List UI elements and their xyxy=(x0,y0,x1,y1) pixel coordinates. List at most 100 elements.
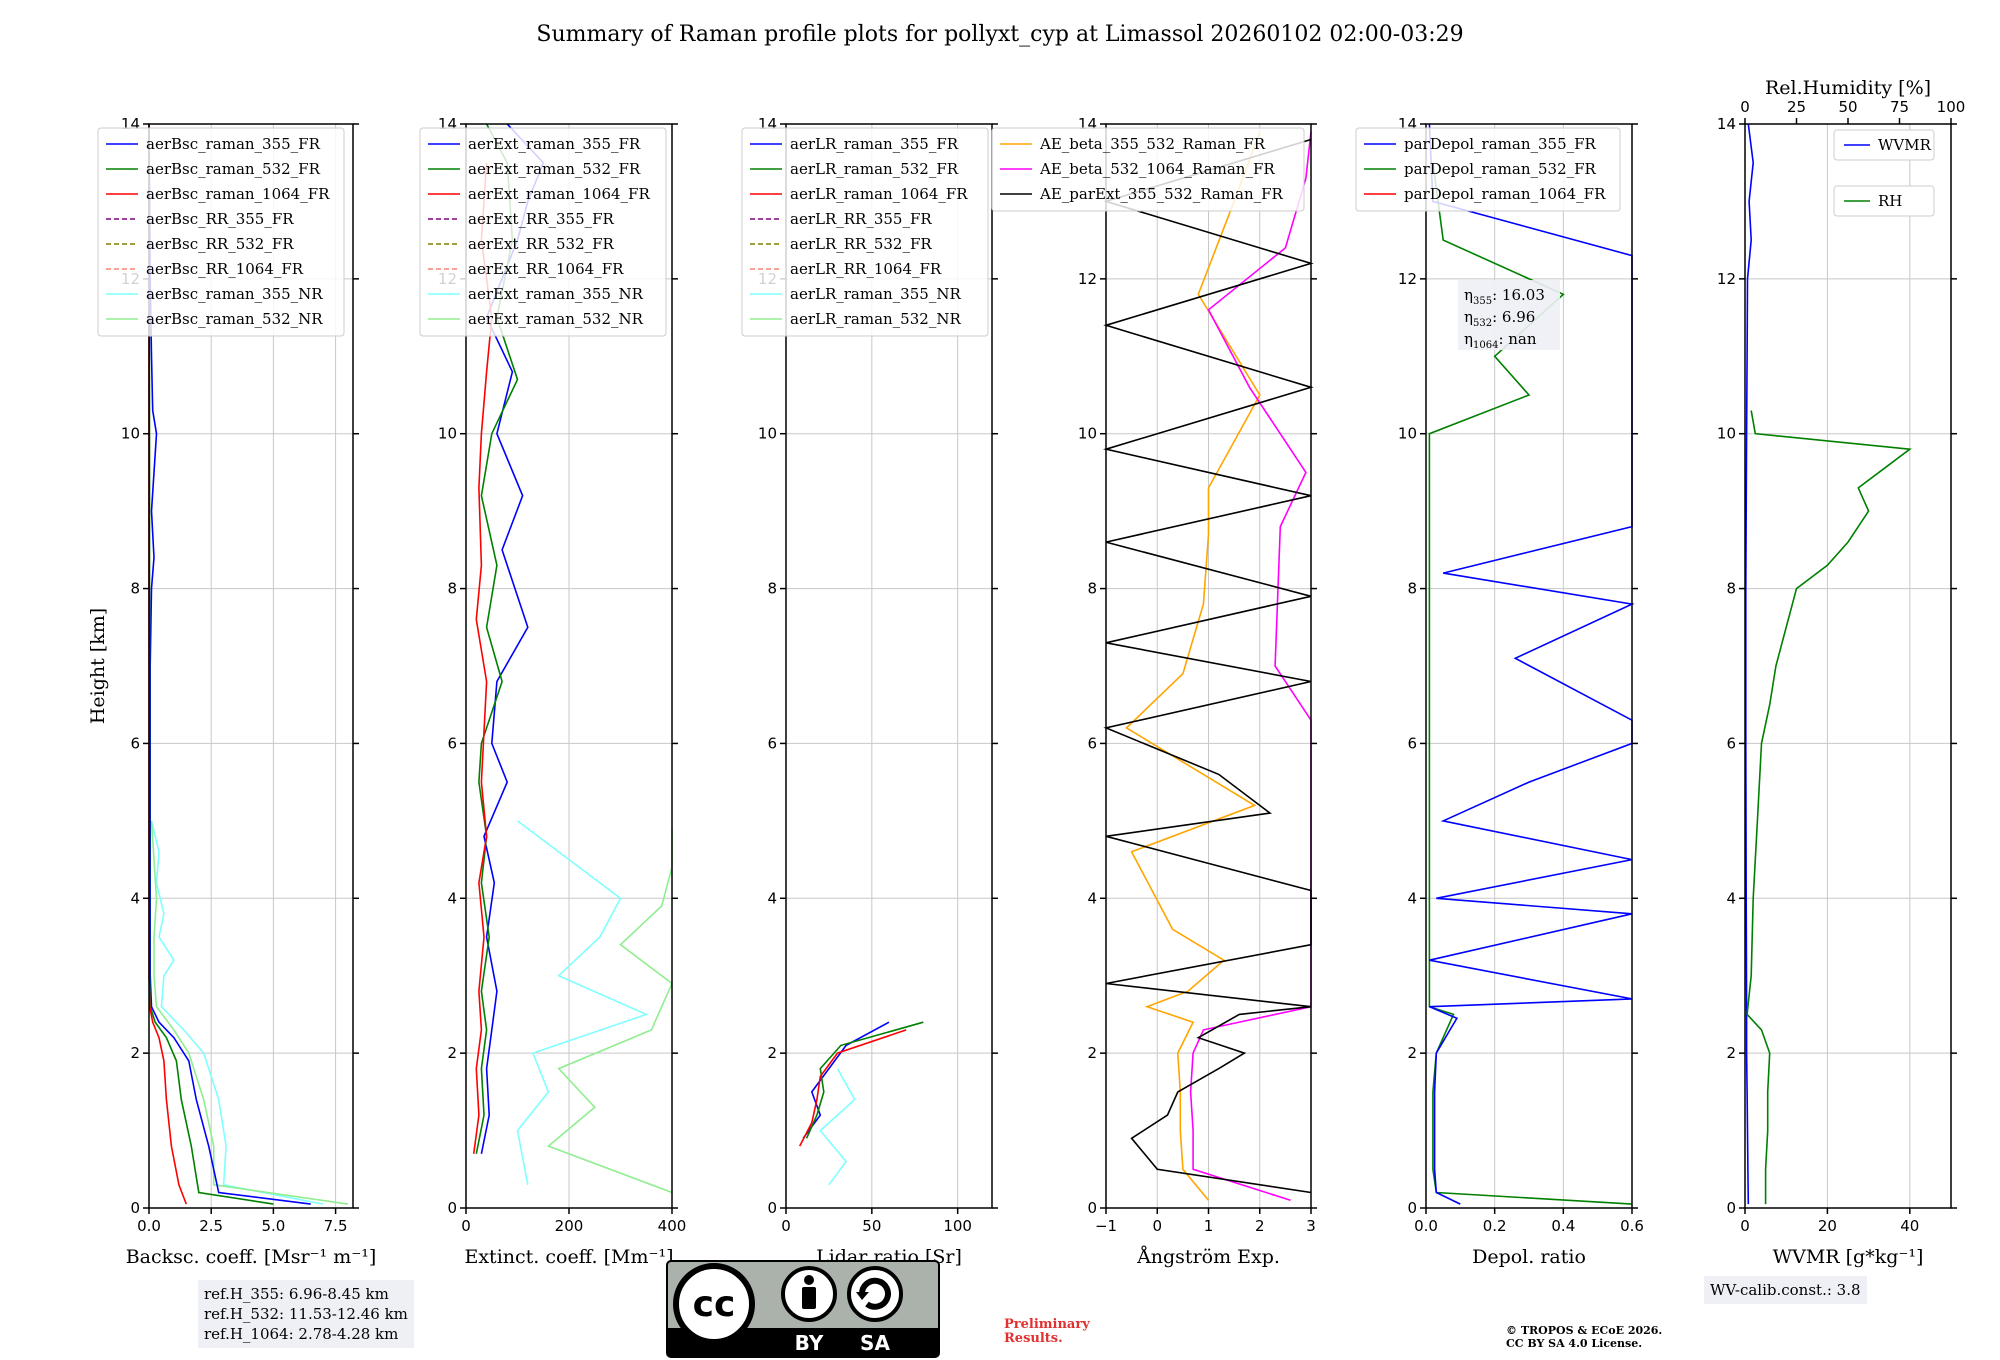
legend-label: aerExt_raman_532_NR xyxy=(468,310,644,328)
legend-label: aerBsc_raman_532_FR xyxy=(146,160,321,178)
x-axis-label: Ångström Exp. xyxy=(1136,1246,1280,1268)
figure-title: Summary of Raman profile plots for polly… xyxy=(536,22,1464,47)
panel-lr: 02468101214050100Lidar ratio [Sr]aerLR_r… xyxy=(741,115,998,1268)
ref-height-532: ref.H_532: 11.53-12.46 km xyxy=(204,1305,408,1323)
legend-label: aerLR_RR_1064_FR xyxy=(790,260,942,278)
series-line-aerExt_raman_355_NR xyxy=(516,820,649,1185)
x-tick-label: 0 xyxy=(1152,1217,1162,1235)
series-line-AE_beta_532_1064_Raman_FR xyxy=(1189,131,1312,1202)
y-tick-label: 0 xyxy=(1087,1199,1097,1217)
ref-height-355: ref.H_355: 6.96-8.45 km xyxy=(204,1285,389,1303)
x-tick-label: 5.0 xyxy=(261,1217,285,1235)
eta-annotation: η532: 6.96 xyxy=(1464,308,1535,329)
legend-label: aerBsc_raman_532_NR xyxy=(146,310,323,328)
legend-label: aerBsc_raman_1064_FR xyxy=(146,185,330,203)
eta-symbol: η xyxy=(1464,286,1473,304)
svg-text:cc: cc xyxy=(693,1284,736,1325)
series-line-aerExt_raman_532_NR xyxy=(546,828,673,1194)
legend-label: aerBsc_RR_1064_FR xyxy=(146,260,304,278)
legend-label: aerBsc_raman_355_NR xyxy=(146,285,323,303)
legend-box xyxy=(97,127,345,337)
legend-label: aerLR_raman_532_NR xyxy=(790,310,961,328)
legend-label: aerLR_raman_355_NR xyxy=(790,285,961,303)
y-tick-label: 2 xyxy=(767,1044,777,1062)
x-tick-label: 0.0 xyxy=(137,1217,161,1235)
legend-label: parDepol_raman_355_FR xyxy=(1404,135,1597,153)
top-tick-label: 0 xyxy=(1740,98,1750,116)
y-tick-label: 6 xyxy=(1726,734,1736,752)
x-tick-label: 0.4 xyxy=(1551,1217,1575,1235)
legend-label: WVMR xyxy=(1878,136,1932,154)
eta-annotation: η1064: nan xyxy=(1464,330,1537,351)
legend-box xyxy=(1355,127,1621,212)
y-tick-label: 8 xyxy=(447,580,457,598)
series-line-aerBsc_raman_355_NR xyxy=(150,820,324,1205)
legend-label: AE_beta_355_532_Raman_FR xyxy=(1039,135,1266,153)
y-tick-label: 2 xyxy=(1726,1044,1736,1062)
eta-annotation: η355: 16.03 xyxy=(1464,286,1545,307)
series-line-aerBsc_raman_532_NR xyxy=(150,820,349,1205)
x-tick-label: 0 xyxy=(781,1217,791,1235)
y-tick-label: 2 xyxy=(130,1044,140,1062)
copyright-note: © TROPOS & ECoE 2026. CC BY SA 4.0 Licen… xyxy=(1506,1324,1662,1350)
x-tick-label: 200 xyxy=(555,1217,584,1235)
annotation-box xyxy=(1458,280,1560,350)
x-tick-label: 7.5 xyxy=(324,1217,348,1235)
panel-ext: 024681012140200400Extinct. coeff. [Mm⁻¹]… xyxy=(419,115,687,1268)
legend-label: aerExt_RR_1064_FR xyxy=(468,260,624,278)
copyright-line-2: CC BY SA 4.0 License. xyxy=(1506,1337,1643,1350)
y-tick-label: 0 xyxy=(1407,1199,1417,1217)
y-tick-label: 6 xyxy=(1407,734,1417,752)
axes-frame xyxy=(785,123,993,1209)
preliminary-results-note: Preliminary Results. xyxy=(1004,1318,1090,1346)
x-tick-label: 2.5 xyxy=(199,1217,223,1235)
y-tick-label: 2 xyxy=(447,1044,457,1062)
x-tick-label: −1 xyxy=(1095,1217,1117,1235)
x-tick-label: 0.6 xyxy=(1620,1217,1644,1235)
y-tick-label: 0 xyxy=(1726,1199,1736,1217)
x-tick-label: 40 xyxy=(1900,1217,1919,1235)
x-tick-label: 400 xyxy=(658,1217,687,1235)
eta-subscript: 532 xyxy=(1473,318,1492,329)
x-tick-label: 3 xyxy=(1306,1217,1316,1235)
wv-calibration-box: WV-calib.const.: 3.8 xyxy=(1704,1276,1867,1304)
preliminary-line-2: Results. xyxy=(1004,1331,1063,1346)
series-line-aerLR_raman_355_NR xyxy=(819,1068,856,1186)
axes-frame xyxy=(148,123,354,1209)
series-line-aerExt_raman_1064_FR xyxy=(472,162,493,1154)
y-tick-label: 6 xyxy=(130,734,140,752)
legend-label: aerExt_raman_1064_FR xyxy=(468,185,650,203)
legend-label: parDepol_raman_532_FR xyxy=(1404,160,1597,178)
legend-label: aerLR_raman_1064_FR xyxy=(790,185,968,203)
legend-label: RH xyxy=(1878,192,1902,210)
eta-symbol: η xyxy=(1464,330,1473,348)
legend-box xyxy=(419,127,667,337)
y-tick-label: 6 xyxy=(767,734,777,752)
eta-value: : nan xyxy=(1498,330,1536,348)
cc-license-logo: cc BY SA xyxy=(666,1260,940,1358)
eta-value: : 6.96 xyxy=(1492,308,1535,326)
x-tick-label: 2 xyxy=(1255,1217,1265,1235)
reference-heights-box: ref.H_355: 6.96-8.45 km ref.H_532: 11.53… xyxy=(198,1280,414,1348)
y-tick-label: 14 xyxy=(1717,115,1736,133)
top-tick-label: 25 xyxy=(1787,98,1806,116)
legend-label: aerLR_RR_355_FR xyxy=(790,210,932,228)
x-axis-label: WVMR [g*kg⁻¹] xyxy=(1773,1246,1924,1268)
y-tick-label: 8 xyxy=(130,580,140,598)
y-tick-label: 10 xyxy=(1078,425,1097,443)
legend-label: aerBsc_RR_355_FR xyxy=(146,210,294,228)
legend-label: aerExt_RR_355_FR xyxy=(468,210,615,228)
y-tick-label: 8 xyxy=(1726,580,1736,598)
x-tick-label: 0 xyxy=(1740,1217,1750,1235)
eta-symbol: η xyxy=(1464,308,1473,326)
x-axis-label: Depol. ratio xyxy=(1472,1246,1586,1268)
y-tick-label: 4 xyxy=(130,889,140,907)
y-axis-label: Height [km] xyxy=(87,608,109,724)
y-tick-label: 4 xyxy=(1407,889,1417,907)
legend-box xyxy=(991,127,1305,212)
legend-box xyxy=(741,127,989,337)
y-tick-label: 0 xyxy=(447,1199,457,1217)
legend-label: aerExt_raman_355_FR xyxy=(468,135,641,153)
